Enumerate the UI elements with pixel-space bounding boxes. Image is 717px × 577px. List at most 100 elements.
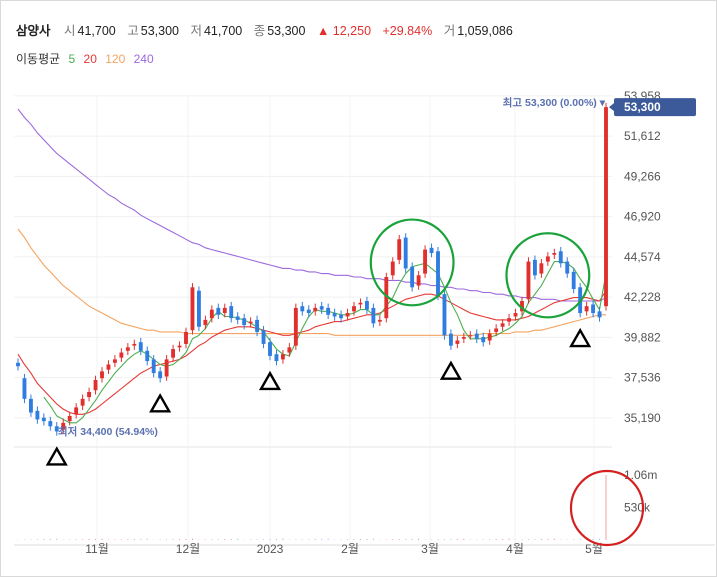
moving-average-legend[interactable]: 이동평균 5 20 120 240 xyxy=(16,50,159,67)
candle xyxy=(209,309,214,319)
volume-bar xyxy=(179,539,181,540)
volume-bar xyxy=(36,539,38,540)
volume-bar xyxy=(456,538,458,540)
y-tick-label: 37,536 xyxy=(624,371,661,385)
candle xyxy=(358,302,363,305)
ma120-line xyxy=(17,228,606,336)
volume-bar xyxy=(146,538,148,540)
close-label: 종 xyxy=(253,24,266,38)
volume-bar xyxy=(495,539,497,540)
triangle-marker xyxy=(439,360,462,380)
volume-bar xyxy=(282,538,284,540)
volume-bar xyxy=(553,538,555,540)
volume-bar xyxy=(256,539,258,540)
candle xyxy=(565,261,570,274)
volume-bar xyxy=(450,539,452,540)
volume-bar xyxy=(263,539,265,540)
volume-tick-label: 1.06m xyxy=(624,468,657,482)
high-value: 53,300 xyxy=(140,24,179,38)
candle xyxy=(319,306,324,310)
volume-bar xyxy=(443,539,445,540)
candle xyxy=(158,371,163,379)
x-tick-label: 12월 xyxy=(176,542,200,556)
candle xyxy=(481,337,486,343)
candle xyxy=(410,266,415,288)
volume-bar xyxy=(269,539,271,540)
candle xyxy=(455,340,460,344)
candle xyxy=(313,307,318,312)
candle xyxy=(190,287,195,331)
ma-period-20: 20 xyxy=(83,52,97,66)
triangle-marker xyxy=(45,446,68,466)
volume-bar xyxy=(237,538,239,540)
candle xyxy=(442,294,447,336)
volume-bar xyxy=(314,539,316,540)
candle xyxy=(545,256,550,262)
candle xyxy=(384,277,389,319)
ma-period-120: 120 xyxy=(105,52,126,66)
close-value: 53,300 xyxy=(267,24,306,38)
candle xyxy=(61,422,66,430)
stock-name: 삼양사 xyxy=(16,24,51,38)
x-tick-label: 2월 xyxy=(341,542,359,556)
volume-bar xyxy=(463,538,465,540)
candle xyxy=(80,398,85,406)
candle xyxy=(507,318,512,322)
x-tick-label: 2023 xyxy=(257,542,284,556)
volume-tick-label: 530k xyxy=(624,501,651,515)
candle xyxy=(229,306,234,319)
x-tick-label: 5월 xyxy=(585,542,603,556)
volume-bar xyxy=(56,538,58,540)
candle xyxy=(177,345,182,348)
candle xyxy=(87,391,92,398)
volume-bar xyxy=(230,538,232,540)
candle xyxy=(461,337,466,339)
volume-bar xyxy=(502,538,504,540)
volume-bar xyxy=(521,539,523,540)
volume-bar xyxy=(540,539,542,540)
volume-bar xyxy=(405,539,407,540)
candle xyxy=(306,309,311,314)
candle xyxy=(345,313,350,317)
volume-bar xyxy=(69,539,71,540)
volume-bar xyxy=(411,538,413,540)
candle xyxy=(416,275,421,286)
volume-bar xyxy=(592,538,594,540)
candle xyxy=(436,251,440,296)
candle xyxy=(203,319,208,326)
candle xyxy=(235,316,240,320)
ma-period-5: 5 xyxy=(68,52,76,66)
ma5-line xyxy=(43,261,607,424)
volume-bar xyxy=(327,538,329,540)
candle xyxy=(520,301,524,312)
candle xyxy=(132,343,137,346)
candle xyxy=(300,306,305,312)
candle xyxy=(532,259,537,276)
volume-bar xyxy=(566,539,568,540)
candle xyxy=(74,407,79,415)
volume-bar xyxy=(476,539,478,540)
volume-label: 거 xyxy=(443,24,456,38)
volume-bar xyxy=(605,475,607,540)
price-tag-label: 53,300 xyxy=(624,100,661,114)
candle xyxy=(539,263,544,274)
volume-bar xyxy=(75,539,77,540)
candle xyxy=(171,349,176,358)
candle xyxy=(364,301,369,310)
volume-bar xyxy=(166,539,168,540)
volume-bar xyxy=(398,539,400,540)
candle xyxy=(54,426,59,432)
candle xyxy=(119,352,124,358)
x-tick-label: 3월 xyxy=(421,542,439,556)
candle xyxy=(125,347,130,351)
y-tick-label: 39,882 xyxy=(624,330,661,344)
candle xyxy=(494,328,499,332)
candle xyxy=(67,415,72,422)
volume-bar xyxy=(321,538,323,540)
candle xyxy=(339,314,344,319)
volume-bar xyxy=(172,539,174,540)
volume-bar xyxy=(547,538,549,540)
volume-bar xyxy=(127,539,129,540)
candle xyxy=(487,333,492,341)
